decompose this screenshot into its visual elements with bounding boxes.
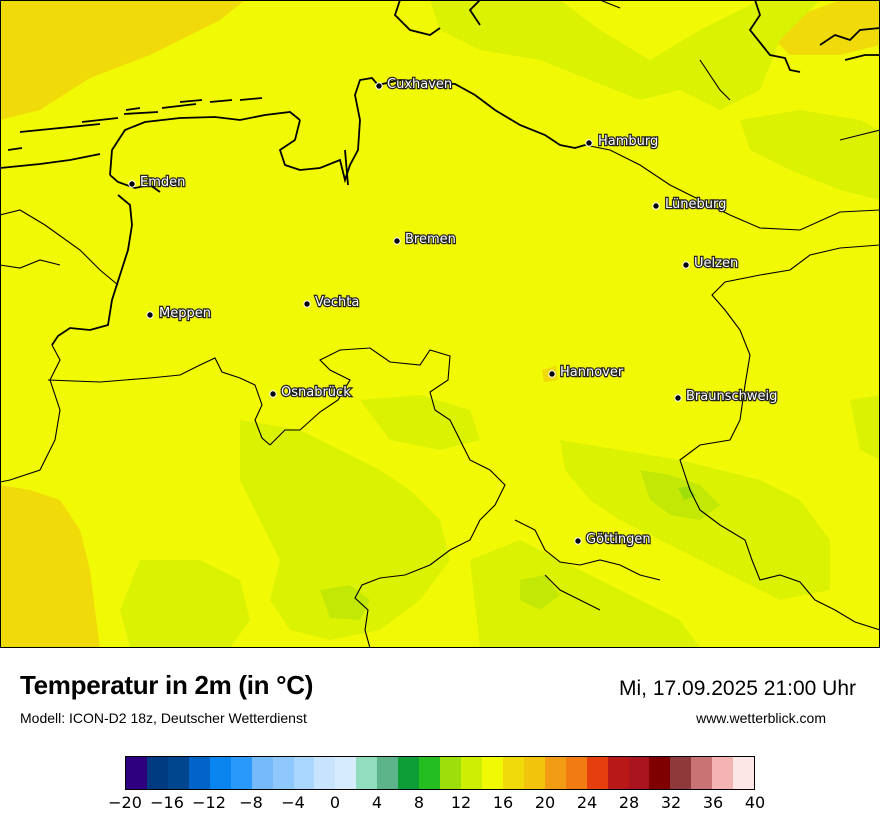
scale-tick-label: 32 (660, 793, 682, 812)
color-swatch (272, 757, 294, 789)
city-goettingen[interactable]: Göttingen (574, 531, 652, 548)
city-label: Bremen (405, 232, 456, 247)
color-swatch (523, 757, 545, 789)
scale-tick-label: 4 (371, 793, 383, 812)
temperature-map: Cuxhaven Hamburg Emden Lüneburg Bremen U… (0, 0, 880, 648)
city-braunschweig[interactable]: Braunschweig (674, 388, 779, 405)
city-label: Cuxhaven (387, 77, 452, 92)
city-label: Braunschweig (686, 389, 777, 404)
city-label: Uelzen (694, 256, 738, 271)
city-dot (146, 311, 154, 319)
color-swatch (565, 757, 587, 789)
website-link[interactable]: www.wetterblick.com (696, 710, 826, 726)
color-scale-ticks: −20 −16 −12 −8 −4 0 4 8 12 16 20 24 28 32 36 40 (108, 793, 765, 817)
city-hannover[interactable]: Hannover (548, 364, 625, 381)
baltic-warm-area (770, 0, 880, 55)
scale-tick-label: −16 (150, 793, 184, 812)
scale-tick-label: −20 (108, 793, 142, 812)
color-swatch (628, 757, 650, 789)
city-lueneburg[interactable]: Lüneburg (652, 196, 728, 213)
scale-tick-label: 0 (329, 793, 341, 812)
city-label: Hannover (560, 365, 624, 380)
color-swatch (188, 757, 210, 789)
color-swatch (712, 757, 734, 789)
city-dot (674, 394, 682, 402)
city-dot (652, 202, 660, 210)
city-label: Osnabrück (281, 385, 351, 400)
scale-tick-label: −12 (192, 793, 226, 812)
scale-tick-label: 8 (413, 793, 425, 812)
city-dot (303, 300, 311, 308)
city-dot (375, 82, 383, 90)
city-bremen[interactable]: Bremen (393, 231, 457, 248)
color-swatch (461, 757, 482, 789)
city-markers: Cuxhaven Hamburg Emden Lüneburg Bremen U… (128, 76, 779, 548)
color-swatch (419, 757, 441, 789)
scale-tick-label: 40 (744, 793, 766, 812)
color-swatch (146, 757, 168, 789)
map-canvas: Cuxhaven Hamburg Emden Lüneburg Bremen U… (0, 0, 880, 648)
city-label: Lüneburg (665, 197, 726, 212)
color-swatch (440, 757, 461, 789)
forecast-datetime: Mi, 17.09.2025 21:00 Uhr (619, 677, 856, 700)
city-label: Emden (140, 175, 185, 190)
cool-patches (120, 0, 880, 648)
color-swatch (733, 757, 755, 789)
coastlines (0, 0, 880, 346)
city-label: Hamburg (598, 134, 658, 149)
color-swatch (209, 757, 231, 789)
city-vechta[interactable]: Vechta (303, 294, 361, 311)
city-osnabrueck[interactable]: Osnabrück (269, 384, 352, 401)
color-swatch (544, 757, 566, 789)
scale-tick-label: 36 (702, 793, 724, 812)
scale-tick-label: 20 (534, 793, 556, 812)
color-swatch (398, 757, 420, 789)
city-dot (269, 390, 277, 398)
city-dot (128, 180, 136, 188)
scale-tick-label: 28 (618, 793, 640, 812)
scale-tick-label: 16 (492, 793, 514, 812)
color-swatch (293, 757, 315, 789)
color-swatch (481, 757, 503, 789)
cold-spot (678, 486, 696, 500)
scale-tick-label: 12 (450, 793, 472, 812)
city-dot (585, 139, 593, 147)
borders (0, 0, 880, 648)
city-emden[interactable]: Emden (128, 174, 187, 191)
color-swatch (167, 757, 189, 789)
color-swatch (126, 757, 147, 789)
city-hamburg[interactable]: Hamburg (585, 133, 659, 150)
city-label: Meppen (159, 306, 211, 321)
color-swatch (377, 757, 399, 789)
city-uelzen[interactable]: Uelzen (682, 255, 739, 272)
color-scale (125, 756, 755, 790)
color-swatch (314, 757, 336, 789)
scale-tick-label: −4 (281, 793, 305, 812)
color-swatch (251, 757, 273, 789)
southwest-warm-area (0, 485, 100, 648)
color-swatch (586, 757, 608, 789)
map-title: Temperatur in 2m (in °C) (20, 670, 314, 700)
map-footer: Temperatur in 2m (in °C) Modell: ICON-D2… (0, 648, 880, 830)
city-label: Göttingen (586, 532, 651, 547)
color-swatch (649, 757, 671, 789)
city-meppen[interactable]: Meppen (146, 305, 212, 322)
scale-tick-label: −8 (239, 793, 263, 812)
color-swatch (335, 757, 357, 789)
city-dot (548, 370, 556, 378)
color-swatch (691, 757, 713, 789)
color-swatch (502, 757, 524, 789)
city-dot (682, 261, 690, 269)
city-label: Vechta (315, 295, 359, 310)
color-swatch (356, 757, 378, 789)
model-info: Modell: ICON-D2 18z, Deutscher Wetterdie… (20, 710, 307, 726)
color-swatch (670, 757, 692, 789)
northsea-warm-area (0, 0, 245, 120)
city-dot (574, 537, 582, 545)
city-dot (393, 237, 401, 245)
color-swatch (607, 757, 629, 789)
color-swatch (230, 757, 252, 789)
scale-tick-label: 24 (576, 793, 598, 812)
city-cuxhaven[interactable]: Cuxhaven (375, 76, 453, 93)
